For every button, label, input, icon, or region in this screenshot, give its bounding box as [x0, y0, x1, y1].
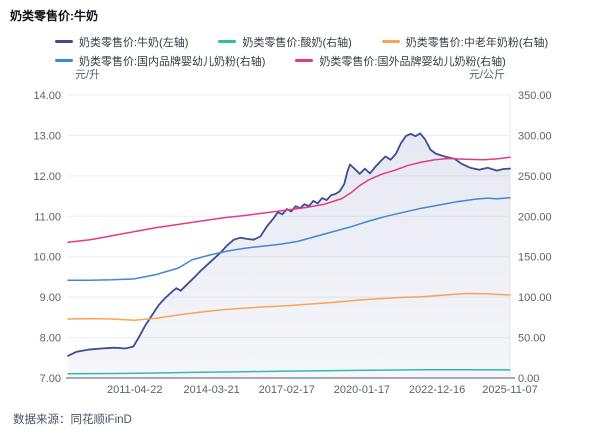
- legend-label: 奶类零售价:酸奶(右轴): [242, 36, 352, 49]
- legend: 奶类零售价:牛奶(左轴) 奶类零售价:酸奶(右轴) 奶类零售价:中老年奶粉(右轴…: [55, 32, 548, 70]
- y-axis-right-label: 50.00: [518, 333, 546, 345]
- x-axis-label: 2017-02-17: [259, 384, 315, 396]
- series-line-domestic-infant-formula: [67, 196, 511, 281]
- series-area-milk: [68, 133, 510, 378]
- right-axis-unit: 元/公斤: [468, 69, 505, 81]
- legend-label: 奶类零售价:中老年奶粉(右轴): [405, 36, 549, 49]
- legend-swatch-domestic-infant-formula-icon: [55, 59, 73, 62]
- legend-swatch-middle-aged-milk-powder-icon: [381, 40, 400, 43]
- y-axis-right-label: 250.00: [518, 171, 552, 183]
- y-axis-right-label: 200.00: [518, 211, 552, 223]
- legend-row-1: 奶类零售价:牛奶(左轴) 奶类零售价:酸奶(右轴) 奶类零售价:中老年奶粉(右轴…: [55, 32, 548, 51]
- y-axis-right-label: 100.00: [518, 292, 552, 304]
- legend-label: 奶类零售价:牛奶(左轴): [79, 36, 189, 49]
- y-axis-left-label: 12.00: [33, 171, 61, 183]
- legend-row-2: 奶类零售价:国内品牌婴幼儿奶粉(右轴) 奶类零售价:国外品牌婴幼儿奶粉(右轴): [55, 51, 548, 70]
- legend-label: 奶类零售价:国内品牌婴幼儿奶粉(右轴): [79, 55, 266, 68]
- y-axis-right-label: 150.00: [518, 252, 552, 264]
- y-axis-left-label: 7.00: [40, 373, 61, 385]
- left-axis-unit: 元/升: [75, 69, 101, 81]
- y-axis-left-label: 10.00: [33, 252, 61, 264]
- y-axis-left-label: 9.00: [40, 292, 61, 304]
- series-line-yogurt: [67, 368, 511, 375]
- x-axis-label: 2020-01-17: [334, 384, 390, 396]
- legend-item-domestic-infant-formula[interactable]: 奶类零售价:国内品牌婴幼儿奶粉(右轴): [55, 53, 265, 69]
- y-axis-right-label: 0.00: [518, 373, 539, 385]
- y-axis-left-label: 14.00: [33, 90, 61, 102]
- series-line-middle-aged-milk-powder: [67, 292, 511, 321]
- y-axis-left-label: 11.00: [34, 211, 61, 223]
- y-axis-right-label: 350.00: [518, 90, 552, 102]
- legend-swatch-foreign-infant-formula-icon: [295, 59, 314, 62]
- legend-label: 奶类零售价:国外品牌婴幼儿奶粉(右轴): [319, 55, 506, 68]
- legend-swatch-milk-icon: [55, 40, 73, 43]
- y-axis-left-label: 8.00: [40, 333, 61, 345]
- legend-item-yogurt[interactable]: 奶类零售价:酸奶(右轴): [218, 34, 352, 50]
- series-line-milk: [67, 132, 511, 357]
- x-axis-label: 2025-11-07: [482, 384, 537, 396]
- chart-title: 奶类零售价:牛奶: [10, 9, 98, 23]
- y-axis-left-label: 13.00: [33, 130, 61, 142]
- x-axis-label: 2014-03-21: [184, 384, 240, 396]
- legend-item-middle-aged-milk-powder[interactable]: 奶类零售价:中老年奶粉(右轴): [381, 34, 549, 50]
- legend-item-foreign-infant-formula[interactable]: 奶类零售价:国外品牌婴幼儿奶粉(右轴): [295, 53, 506, 69]
- x-axis-label: 2011-04-22: [107, 384, 162, 396]
- legend-swatch-yogurt-icon: [218, 40, 237, 43]
- y-axis-right-label: 300.00: [518, 130, 552, 142]
- legend-item-milk[interactable]: 奶类零售价:牛奶(左轴): [55, 34, 188, 50]
- series-line-foreign-infant-formula: [67, 156, 511, 243]
- x-axis-label: 2022-12-16: [409, 384, 465, 396]
- data-source: 数据来源：同花顺iFinD: [13, 414, 132, 426]
